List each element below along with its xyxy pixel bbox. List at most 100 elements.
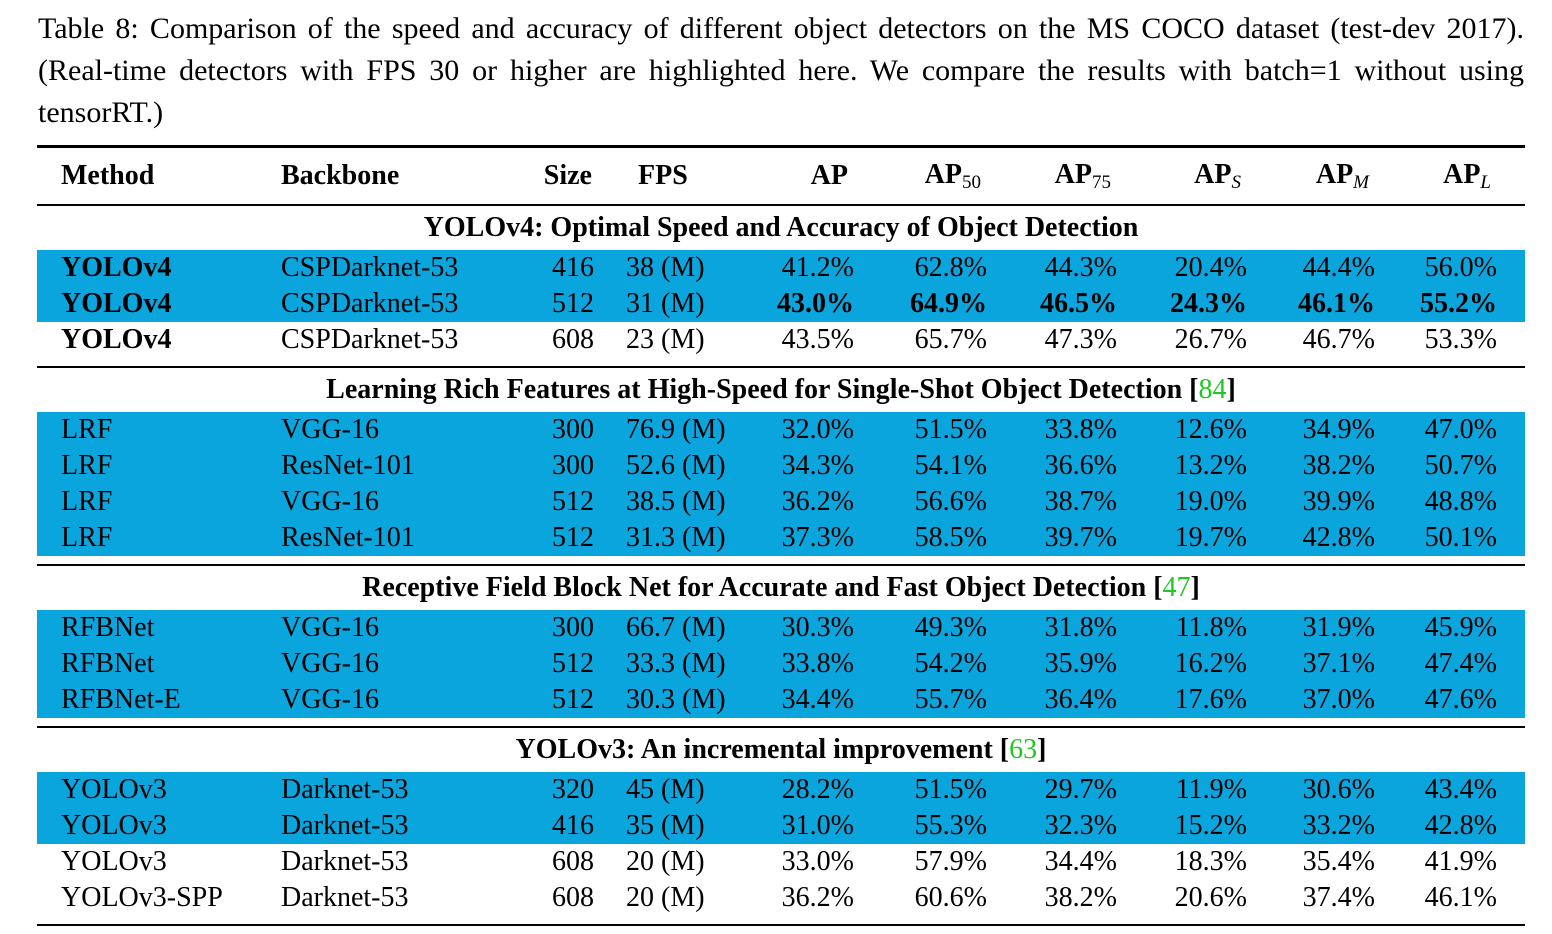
cell-ap: 43.5% — [781, 324, 854, 355]
cell-ap75: 47.3% — [1044, 324, 1117, 355]
cell-ap75: 34.4% — [1044, 846, 1117, 877]
cell-ap75: 31.8% — [1044, 612, 1117, 643]
cell-backbone: CSPDarknet-53 — [281, 288, 459, 319]
cell-apm: 31.9% — [1302, 612, 1375, 643]
cell-ap50: 54.2% — [914, 648, 987, 679]
cell-ap: 33.8% — [781, 648, 854, 679]
cell-size: 608 — [552, 846, 594, 877]
top-rule — [37, 145, 1525, 148]
cell-size: 300 — [552, 450, 594, 481]
cell-aps: 13.2% — [1174, 450, 1247, 481]
cell-fps: 52.6 (M) — [626, 450, 726, 481]
cell-ap: 34.4% — [781, 684, 854, 715]
cell-size: 416 — [552, 252, 594, 283]
section-title: Receptive Field Block Net for Accurate a… — [362, 572, 1200, 603]
cell-aps: 19.7% — [1174, 522, 1247, 553]
cell-ap75: 44.3% — [1044, 252, 1117, 283]
cell-apl: 45.9% — [1424, 612, 1497, 643]
cell-ap: 36.2% — [781, 882, 854, 913]
table-row: RFBNet-E VGG-16 512 30.3 (M) 34.4% 55.7% 36.4%… — [37, 682, 1525, 718]
cell-method: YOLOv3 — [61, 774, 167, 805]
cell-apl: 42.8% — [1424, 810, 1497, 841]
cell-apl: 55.2% — [1420, 288, 1497, 319]
cell-apl: 47.6% — [1424, 684, 1497, 715]
cell-apl: 56.0% — [1424, 252, 1497, 283]
cell-ap50: 60.6% — [914, 882, 987, 913]
comparison-table: Method Backbone Size FPS AP AP50 AP75 AP… — [37, 145, 1525, 926]
cell-backbone: CSPDarknet-53 — [281, 324, 459, 355]
cell-fps: 35 (M) — [626, 810, 705, 841]
cell-method: RFBNet-E — [61, 684, 181, 715]
cell-method: LRF — [61, 522, 113, 553]
cell-ap: 33.0% — [781, 846, 854, 877]
citation-link[interactable]: 63 — [1009, 734, 1038, 765]
cell-method: YOLOv4 — [61, 288, 172, 319]
bottom-rule — [37, 924, 1525, 926]
cell-method: RFBNet — [61, 612, 155, 643]
cell-size: 512 — [552, 288, 594, 319]
cell-size: 608 — [552, 882, 594, 913]
cell-size: 416 — [552, 810, 594, 841]
cell-size: 320 — [552, 774, 594, 805]
cell-ap50: 54.1% — [914, 450, 987, 481]
cell-ap50: 55.7% — [914, 684, 987, 715]
cell-size: 512 — [552, 486, 594, 517]
cell-aps: 11.8% — [1175, 612, 1247, 643]
cell-backbone: ResNet-101 — [281, 522, 415, 553]
cell-backbone: ResNet-101 — [281, 450, 415, 481]
section-rule — [37, 726, 1525, 728]
cell-apm: 35.4% — [1302, 846, 1375, 877]
cell-apm: 33.2% — [1302, 810, 1375, 841]
cell-backbone: Darknet-53 — [281, 882, 409, 913]
cell-ap75: 36.4% — [1044, 684, 1117, 715]
cell-apl: 53.3% — [1424, 324, 1497, 355]
header-fps: FPS — [638, 160, 688, 191]
table-row: YOLOv4 CSPDarknet-53 512 31 (M) 43.0% 64.9% 46… — [37, 286, 1525, 322]
header-ap: AP — [810, 160, 848, 191]
cell-method: LRF — [61, 414, 113, 445]
header-rule — [37, 204, 1525, 206]
cell-apl: 43.4% — [1424, 774, 1497, 805]
cell-fps: 20 (M) — [626, 846, 705, 877]
table-row: LRF VGG-16 300 76.9 (M) 32.0% 51.5% 33.8% 12.6%… — [37, 412, 1525, 448]
table-row: YOLOv4 CSPDarknet-53 416 38 (M) 41.2% 62.8% 44… — [37, 250, 1525, 286]
header-method: Method — [61, 160, 155, 191]
header-apm: APM — [1315, 158, 1369, 193]
section-gap — [37, 358, 1525, 366]
cell-apl: 41.9% — [1424, 846, 1497, 877]
cell-ap50: 65.7% — [914, 324, 987, 355]
cell-aps: 16.2% — [1174, 648, 1247, 679]
cell-apl: 48.8% — [1424, 486, 1497, 517]
cell-apl: 46.1% — [1424, 882, 1497, 913]
table-row: LRF ResNet-101 512 31.3 (M) 37.3% 58.5% 39.7% 1… — [37, 520, 1525, 556]
cell-ap50: 62.8% — [914, 252, 987, 283]
cell-backbone: VGG-16 — [281, 486, 379, 517]
cell-aps: 17.6% — [1174, 684, 1247, 715]
section-gap — [37, 718, 1525, 726]
citation-link[interactable]: 47 — [1162, 572, 1191, 603]
table-row: YOLOv4 CSPDarknet-53 608 23 (M) 43.5% 65.7% 47… — [37, 322, 1525, 358]
section-title: YOLOv3: An incremental improvement [63] — [515, 734, 1047, 765]
table-row: YOLOv3-SPP Darknet-53 608 20 (M) 36.2% 60.6% 3… — [37, 880, 1525, 916]
table-row: RFBNet VGG-16 512 33.3 (M) 33.8% 54.2% 35.9% 16… — [37, 646, 1525, 682]
header-ap75: AP75 — [1054, 158, 1111, 193]
cell-ap50: 51.5% — [914, 414, 987, 445]
cell-apm: 30.6% — [1302, 774, 1375, 805]
cell-backbone: Darknet-53 — [281, 774, 409, 805]
cell-backbone: VGG-16 — [281, 648, 379, 679]
cell-ap: 30.3% — [781, 612, 854, 643]
cell-backbone: Darknet-53 — [281, 846, 409, 877]
cell-ap50: 56.6% — [914, 486, 987, 517]
cell-size: 512 — [552, 684, 594, 715]
cell-apl: 50.1% — [1424, 522, 1497, 553]
table-row: YOLOv3 Darknet-53 416 35 (M) 31.0% 55.3% 32.3%… — [37, 808, 1525, 844]
cell-ap75: 36.6% — [1044, 450, 1117, 481]
cell-ap: 28.2% — [781, 774, 854, 805]
citation-link[interactable]: 84 — [1198, 374, 1227, 405]
cell-fps: 20 (M) — [626, 882, 705, 913]
cell-apm: 37.1% — [1302, 648, 1375, 679]
cell-fps: 33.3 (M) — [626, 648, 726, 679]
cell-ap50: 55.3% — [914, 810, 987, 841]
cell-ap75: 46.5% — [1040, 288, 1117, 319]
cell-size: 512 — [552, 648, 594, 679]
